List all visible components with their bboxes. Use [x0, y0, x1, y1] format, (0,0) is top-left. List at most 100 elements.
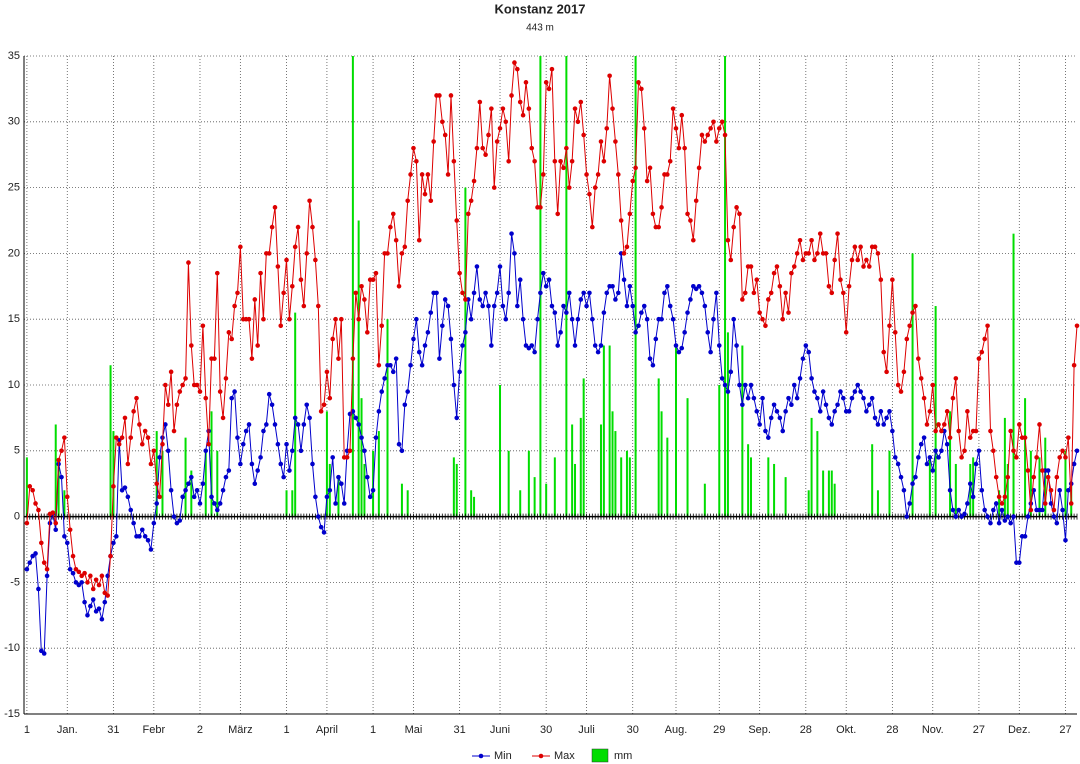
point — [939, 428, 944, 434]
point — [996, 494, 1002, 500]
point — [134, 395, 139, 401]
x-tick-label: März — [228, 724, 252, 736]
point — [930, 382, 936, 388]
point — [956, 428, 962, 434]
x-tick-label: 27 — [973, 724, 985, 736]
point — [598, 343, 604, 348]
point — [336, 474, 341, 480]
point — [815, 395, 820, 401]
point — [157, 455, 162, 460]
precip-bar — [545, 483, 548, 517]
y-tick-label: -15 — [4, 708, 20, 720]
point — [832, 409, 837, 414]
point — [875, 251, 881, 256]
point — [872, 415, 878, 421]
point — [238, 244, 243, 250]
point — [24, 566, 30, 572]
point — [766, 435, 771, 440]
point — [1057, 455, 1062, 460]
point — [480, 303, 486, 309]
point — [558, 158, 563, 164]
y-tick-label: 30 — [8, 116, 20, 128]
point — [604, 290, 610, 296]
point — [575, 316, 581, 322]
point — [243, 428, 249, 434]
point — [168, 487, 174, 493]
precip-bar — [291, 490, 294, 517]
point — [613, 139, 618, 144]
point — [552, 310, 558, 315]
point — [1034, 455, 1039, 460]
precip-bar — [816, 431, 819, 517]
point — [463, 297, 468, 302]
point — [959, 455, 964, 460]
y-tick-label: 0 — [14, 511, 20, 523]
point — [336, 356, 341, 361]
point — [347, 448, 353, 454]
point — [535, 316, 540, 322]
point — [506, 158, 511, 164]
precip-bar — [473, 496, 476, 517]
point — [546, 86, 552, 92]
point — [186, 260, 191, 265]
point — [131, 520, 136, 526]
point — [812, 257, 817, 263]
point — [890, 277, 895, 283]
point — [356, 422, 361, 427]
point — [194, 382, 200, 388]
point — [405, 389, 410, 394]
point — [939, 448, 944, 454]
point — [734, 205, 739, 210]
point — [852, 244, 858, 250]
point — [468, 316, 474, 322]
point — [148, 547, 154, 552]
point — [116, 441, 122, 447]
point — [96, 606, 102, 612]
point — [180, 382, 185, 388]
point — [742, 382, 748, 388]
precip-bar — [747, 444, 750, 517]
point — [139, 527, 145, 533]
point — [864, 257, 869, 263]
x-tick-label: Dez. — [1008, 724, 1031, 736]
point — [477, 297, 483, 302]
point — [1008, 520, 1013, 526]
point — [512, 251, 517, 256]
point — [976, 448, 982, 454]
labels: -15 -10 -5 0 5 10 15 20 25 30 35 1 Jan. 31 Febr 2 März 1 A… — [4, 50, 1071, 736]
point — [878, 409, 884, 414]
x-tick-label: 1 — [283, 724, 289, 736]
point — [895, 382, 901, 388]
precip-bar — [1024, 398, 1027, 517]
point — [509, 93, 514, 98]
point — [171, 428, 177, 434]
y-tick-label: 15 — [8, 313, 20, 325]
point — [137, 422, 142, 427]
point — [307, 415, 312, 421]
point — [737, 211, 742, 217]
point — [304, 251, 310, 256]
point — [581, 290, 586, 296]
point — [310, 461, 315, 467]
point — [494, 290, 500, 296]
point — [714, 139, 719, 144]
point — [1060, 507, 1065, 513]
point — [59, 474, 64, 480]
point — [904, 514, 910, 519]
point — [841, 290, 846, 296]
point — [1025, 468, 1031, 473]
point — [36, 586, 41, 592]
point — [641, 126, 647, 131]
point — [414, 316, 419, 322]
point — [171, 514, 177, 519]
x-tick-label: Juni — [490, 724, 510, 736]
point — [500, 106, 506, 111]
point — [142, 534, 148, 539]
x-tick-label: 30 — [540, 724, 552, 736]
point — [918, 441, 924, 447]
point — [125, 494, 131, 500]
legend-swatch — [478, 753, 484, 759]
point — [379, 323, 385, 329]
point — [665, 284, 670, 289]
point — [777, 284, 783, 289]
